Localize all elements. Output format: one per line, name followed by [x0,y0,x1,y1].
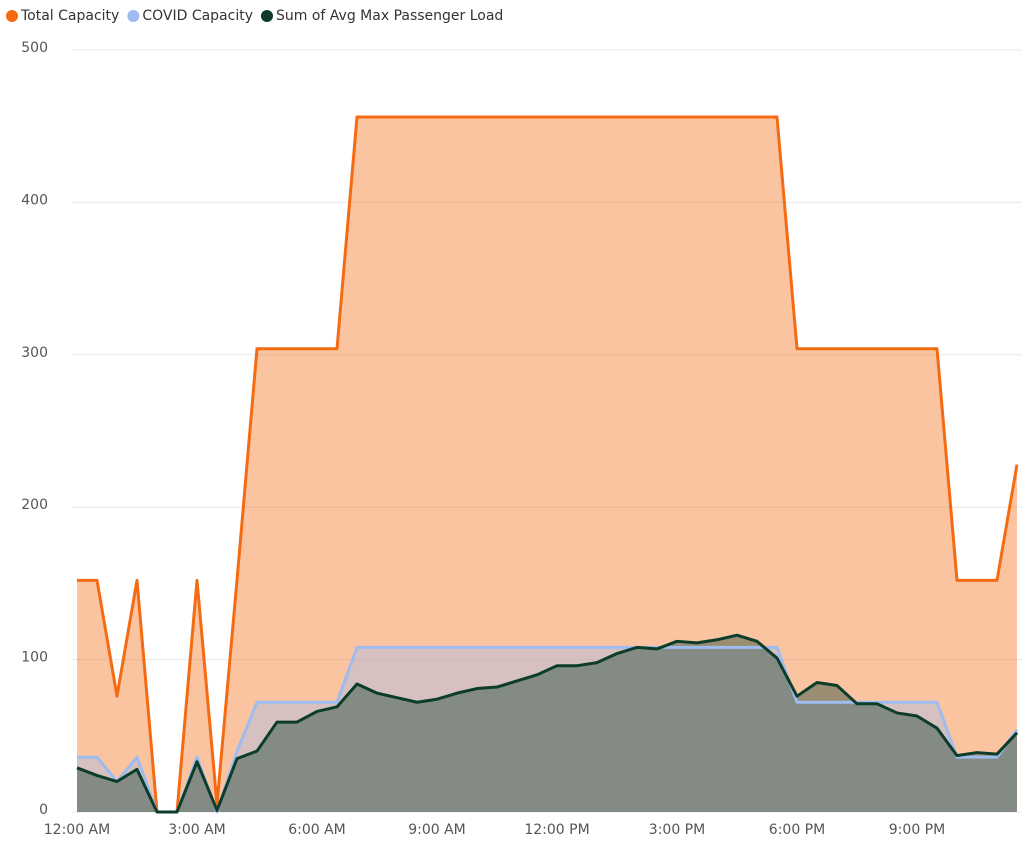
y-tick-label: 0 [39,802,48,818]
area [77,117,1017,812]
x-tick-label: 3:00 AM [168,822,226,838]
area [77,647,1017,812]
x-tick-label: 12:00 AM [44,822,110,838]
y-tick-label: 200 [21,497,48,513]
x-tick-label: 3:00 PM [649,822,705,838]
y-tick-label: 500 [21,40,48,56]
y-tick-label: 400 [21,192,48,208]
line [76,633,1019,814]
line [77,115,1019,814]
legend: Total Capacity COVID Capacity Sum of Avg M… [6,8,503,24]
line [77,645,1019,814]
y-tick-label: 100 [21,650,48,666]
legend-marker [261,10,273,22]
legend-label: Sum of Avg Max Passenger Load [276,8,503,24]
legend-label: Total Capacity [20,8,119,24]
x-tick-label: 9:00 AM [408,822,466,838]
y-tick-label: 300 [21,345,48,361]
legend-label: COVID Capacity [142,8,253,24]
area [77,635,1017,812]
x-tick-label: 9:00 PM [889,822,945,838]
legend-marker [6,10,18,22]
x-tick-label: 12:00 PM [524,822,589,838]
x-tick-label: 6:00 PM [769,822,825,838]
legend-marker [127,10,140,22]
x-tick-label: 6:00 AM [288,822,346,838]
